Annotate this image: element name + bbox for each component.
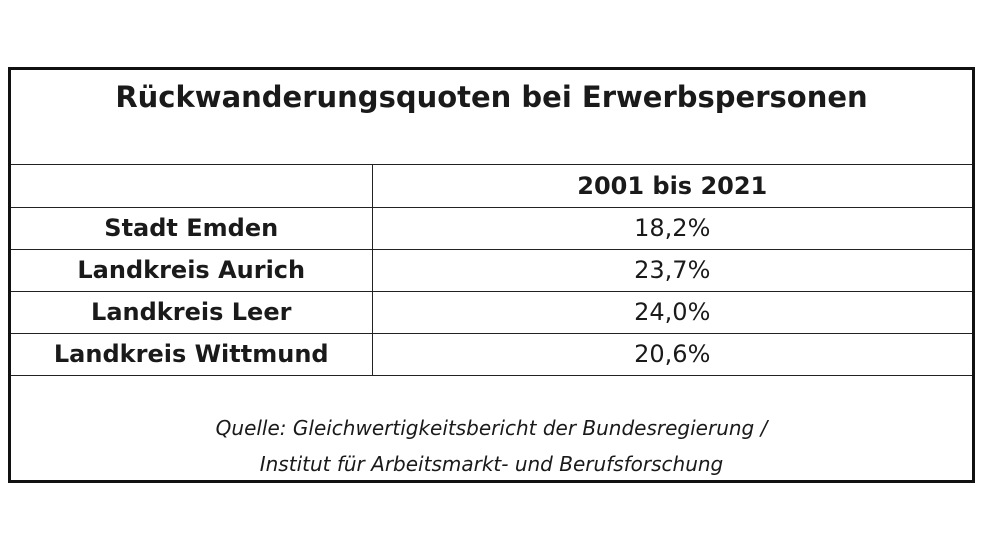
header-empty-cell bbox=[11, 165, 373, 208]
table-row: Landkreis Wittmund 20,6% bbox=[11, 333, 972, 376]
row-label: Stadt Emden bbox=[11, 207, 373, 250]
row-value: 23,7% bbox=[372, 249, 972, 292]
row-label: Landkreis Aurich bbox=[11, 249, 373, 292]
table-row: Stadt Emden 18,2% bbox=[11, 207, 972, 250]
table-frame: Rückwanderungsquoten bei Erwerbspersonen… bbox=[8, 67, 975, 483]
row-value: 24,0% bbox=[372, 291, 972, 334]
column-header: 2001 bis 2021 bbox=[372, 165, 972, 208]
data-table: 2001 bis 2021 Stadt Emden 18,2% Landkrei… bbox=[11, 165, 972, 376]
table-row: Landkreis Aurich 23,7% bbox=[11, 249, 972, 292]
row-label: Landkreis Leer bbox=[11, 291, 373, 334]
source-line-1: Quelle: Gleichwertigkeitsbericht der Bun… bbox=[215, 416, 768, 440]
table-title: Rückwanderungsquoten bei Erwerbspersonen bbox=[11, 70, 972, 165]
table-row: Landkreis Leer 24,0% bbox=[11, 291, 972, 334]
source-line-2: Institut für Arbeitsmarkt- und Berufsfor… bbox=[259, 452, 724, 476]
row-value: 20,6% bbox=[372, 333, 972, 376]
source-note: Quelle: Gleichwertigkeitsbericht der Bun… bbox=[11, 410, 972, 482]
row-value: 18,2% bbox=[372, 207, 972, 250]
row-label: Landkreis Wittmund bbox=[11, 333, 373, 376]
header-row: 2001 bis 2021 bbox=[11, 165, 972, 208]
